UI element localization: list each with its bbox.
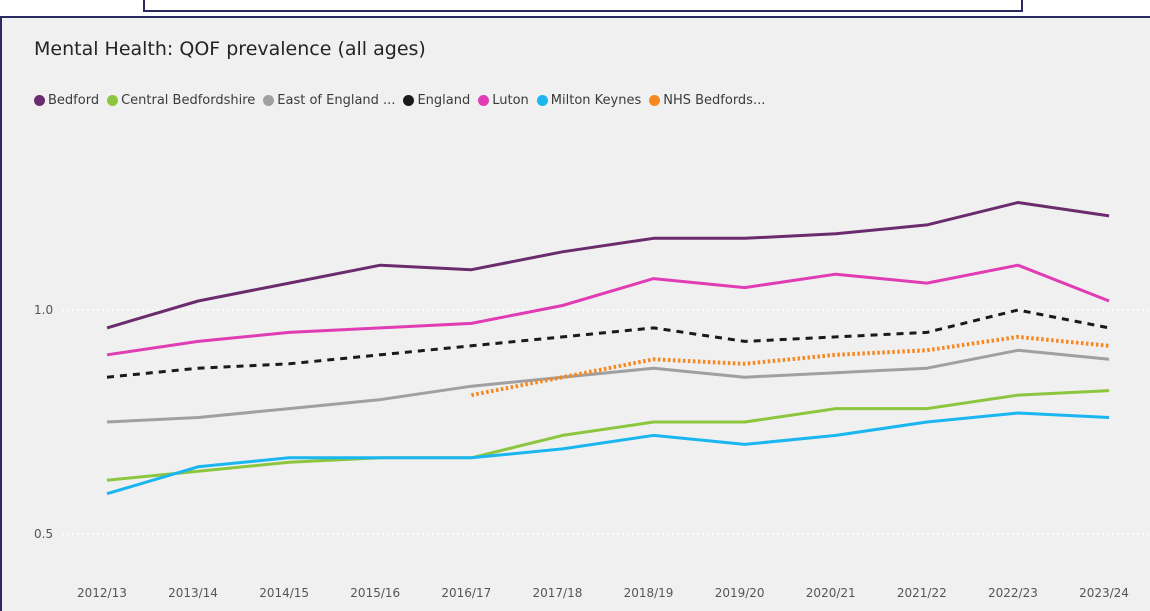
series-line-bedford [106,201,1110,330]
legend-swatch [649,94,661,106]
x-tick-label: 2017/18 [533,586,583,600]
legend-swatch [403,94,415,106]
x-tick-label: 2013/14 [168,586,218,600]
legend-swatch [34,94,45,106]
x-tick-label: 2021/22 [897,586,947,600]
x-tick-label: 2014/15 [259,586,309,600]
line-chart: 1.0 0.5 2012/13 2013/14 2014/15 2015/16 2016/1… [34,201,1150,600]
legend-swatch [536,94,548,106]
legend-swatch [478,94,490,106]
legend-label: Milton Keynes [550,92,642,108]
legend-item[interactable]: England [403,93,470,108]
series-line-east-of-england [106,348,1110,424]
series-line-central-bedfordshire [106,389,1110,482]
legend-item[interactable]: Bedford [34,93,99,108]
legend-swatch [107,94,119,106]
legend-label: Bedford [48,92,100,108]
top-frame [143,0,1023,12]
legend-label: England [417,92,471,108]
y-tick-label: 1.0 [34,303,53,317]
x-tick-label: 2012/13 [77,586,127,600]
legend-item[interactable]: East of England ... [263,93,395,108]
series-line-nhs-bedfords [471,334,1110,398]
x-tick-label: 2022/23 [988,586,1038,600]
y-tick-label: 0.5 [34,527,53,541]
series-line-milton-keynes [106,411,1110,496]
x-tick-label: 2016/17 [441,586,491,600]
legend-label: Luton [492,92,529,108]
legend-swatch [263,94,275,106]
legend-label: East of England ... [277,92,396,108]
legend-item[interactable]: NHS Bedfords... [649,93,765,108]
x-tick-label: 2015/16 [350,586,400,600]
legend-label: NHS Bedfords... [663,92,766,108]
legend-item[interactable]: Central Bedfordshire [107,93,255,108]
legend-label: Central Bedfordshire [121,92,256,108]
x-tick-label: 2020/21 [806,586,856,600]
x-tick-label: 2023/24 [1079,586,1129,600]
chart-panel: Mental Health: QOF prevalence (all ages)… [0,16,1150,611]
chart-title: Mental Health: QOF prevalence (all ages) [34,38,426,60]
legend-item[interactable]: Luton [478,93,529,108]
series-line-luton [106,263,1110,357]
legend-item[interactable]: Milton Keynes [536,92,642,108]
x-tick-label: 2019/20 [715,586,765,600]
chart-legend: Bedford Central Bedfordshire East of Engla… [34,90,773,110]
x-tick-label: 2018/19 [624,586,674,600]
